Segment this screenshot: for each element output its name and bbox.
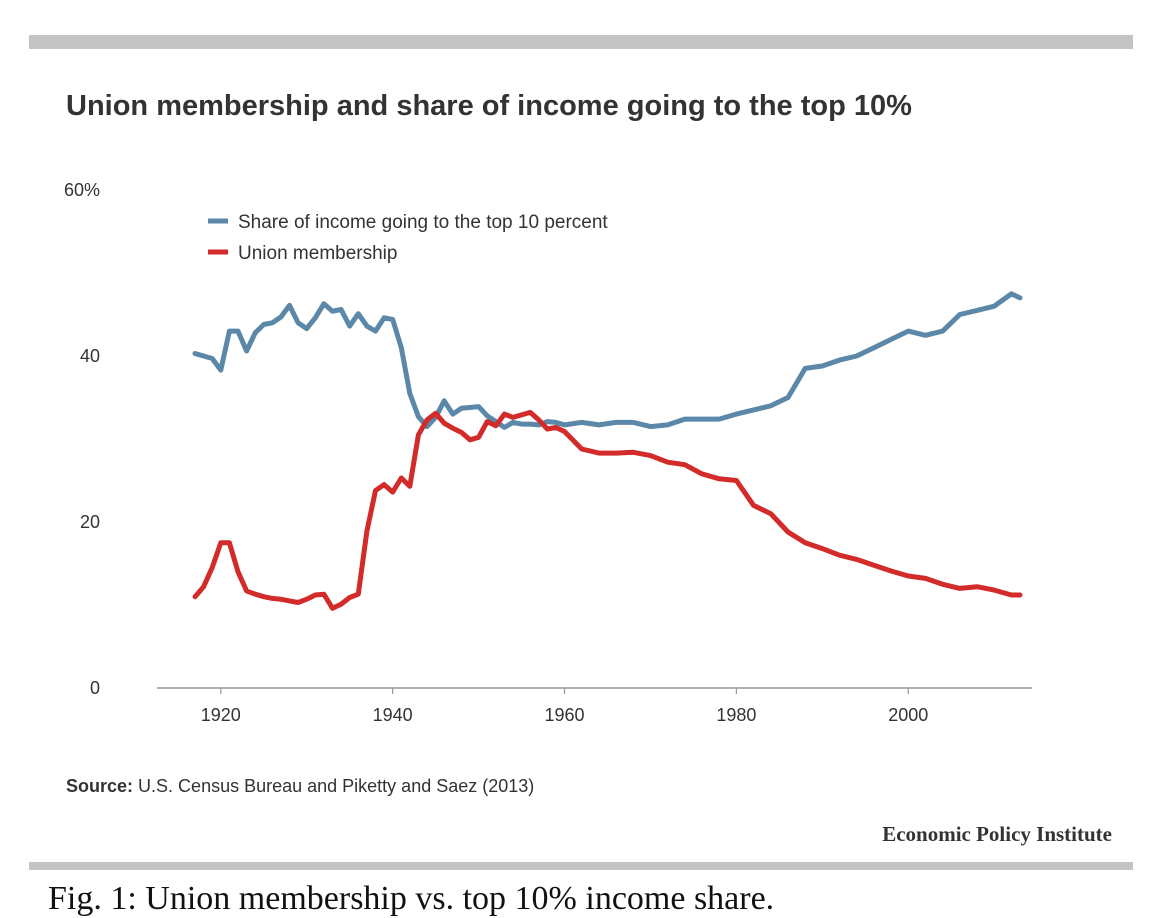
source-label: Source: — [66, 776, 134, 796]
brand-logo-text: Economic Policy Institute — [882, 822, 1112, 846]
x-tick-label: 1980 — [716, 705, 756, 725]
figure-caption: Fig. 1: Union membership vs. top 10% inc… — [48, 880, 775, 917]
y-tick-label: 60% — [64, 180, 100, 200]
legend-label: Share of income going to the top 10 perc… — [238, 212, 608, 233]
bottom-rule — [29, 862, 1133, 870]
union-membership-line — [192, 409, 1023, 611]
y-tick-label: 0 — [90, 678, 100, 698]
series-group — [192, 291, 1023, 611]
income-share-line — [192, 291, 1023, 430]
x-tick-label: 1960 — [545, 705, 585, 725]
y-tick-label: 20 — [80, 512, 100, 532]
y-tick-label: 40 — [80, 346, 100, 366]
chart-title: Union membership and share of income goi… — [66, 90, 912, 122]
x-tick-label: 2000 — [888, 705, 928, 725]
source-text: U.S. Census Bureau and Piketty and Saez … — [138, 776, 535, 796]
legend-label: Union membership — [238, 243, 397, 264]
source-note: Source: U.S. Census Bureau and Piketty a… — [66, 776, 534, 797]
top-rule — [29, 35, 1133, 49]
y-axis-ticks: 0 20 40 60% — [64, 180, 100, 698]
x-tick-label: 1940 — [373, 705, 413, 725]
x-tick-label: 1920 — [201, 705, 241, 725]
x-axis-ticks: 1920 1940 1960 1980 2000 — [201, 688, 928, 725]
legend: Share of income going to the top 10 perc… — [208, 212, 608, 264]
